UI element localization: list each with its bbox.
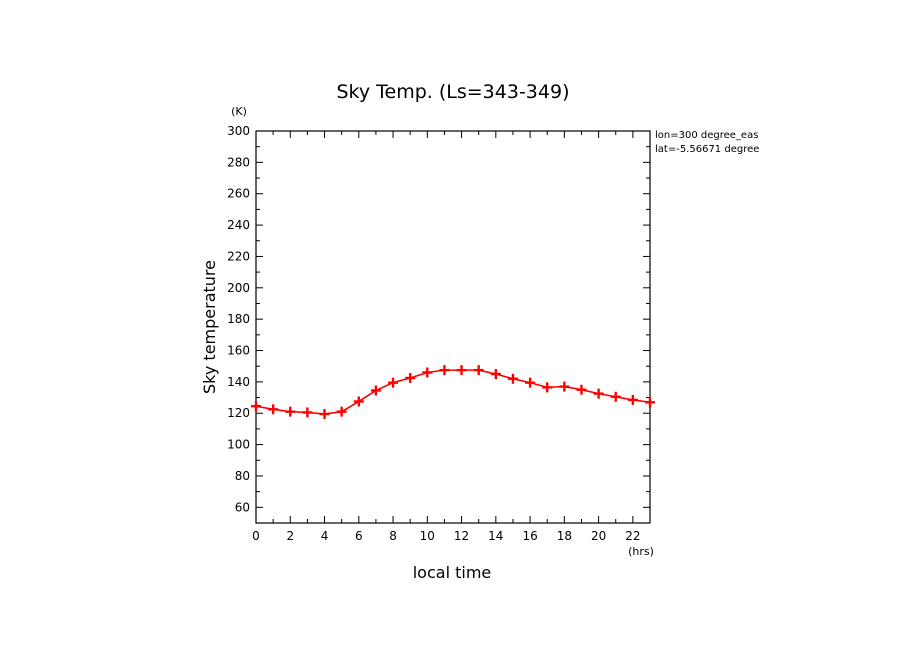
x-tick-label: 14: [488, 529, 503, 543]
data-point-marker: [353, 396, 364, 407]
y-tick-label: 100: [227, 438, 250, 452]
data-point-marker: [302, 407, 313, 418]
x-tick-label: 6: [355, 529, 363, 543]
axis-ticks: [255, 130, 651, 524]
plot-frame: [255, 130, 651, 524]
x-tick-label: 0: [252, 529, 260, 543]
data-point-marker: [627, 394, 638, 405]
data-point-marker: [388, 377, 399, 388]
y-tick-label: 160: [227, 344, 250, 358]
data-point-marker: [593, 388, 604, 399]
data-point-marker: [473, 365, 484, 376]
y-tick-label: 280: [227, 155, 250, 169]
data-point-marker: [319, 409, 330, 420]
y-tick-label: 80: [235, 469, 250, 483]
data-point-marker: [576, 384, 587, 395]
data-point-marker: [370, 385, 381, 396]
y-tick-label: 180: [227, 312, 250, 326]
y-tick-label: 240: [227, 218, 250, 232]
data-point-marker: [525, 377, 536, 388]
y-tick-label: 260: [227, 187, 250, 201]
y-tick-label: 300: [227, 124, 250, 138]
y-axis-title: Sky temperature: [200, 260, 219, 394]
y-tick-label: 120: [227, 406, 250, 420]
data-point-marker: [405, 372, 416, 383]
x-tick-label: 22: [625, 529, 640, 543]
tick-labels: 0 2 4 6 8 10 12 14 16 18 20 22 60 80 100 120 140 160 180 20…: [227, 124, 640, 543]
data-point-marker: [268, 404, 279, 415]
x-tick-label: 2: [286, 529, 294, 543]
x-tick-label: 8: [389, 529, 397, 543]
data-point-marker: [490, 369, 501, 380]
data-point-marker: [456, 365, 467, 376]
y-unit-label: (K): [231, 105, 247, 118]
y-tick-label: 60: [235, 500, 250, 514]
y-tick-label: 200: [227, 281, 250, 295]
y-tick-label: 140: [227, 375, 250, 389]
data-point-marker: [610, 391, 621, 402]
x-axis-title: local time: [413, 563, 492, 582]
data-point-marker: [439, 365, 450, 376]
data-point-marker: [542, 382, 553, 393]
x-tick-label: 4: [321, 529, 329, 543]
x-tick-label: 10: [420, 529, 435, 543]
data-point-marker: [645, 397, 655, 408]
series-layer: [251, 365, 655, 420]
chart-title: Sky Temp. (Ls=343-349): [336, 81, 569, 103]
x-tick-label: 20: [591, 529, 606, 543]
annotation-lat: lat=-5.56671 degree: [655, 144, 759, 155]
x-tick-label: 18: [557, 529, 572, 543]
x-unit-label: (hrs): [628, 545, 654, 558]
data-point-marker: [336, 406, 347, 417]
y-tick-label: 220: [227, 249, 250, 263]
data-point-marker: [251, 401, 261, 412]
data-point-marker: [559, 381, 570, 392]
data-point-marker: [422, 367, 433, 378]
data-point-marker: [507, 373, 518, 384]
data-point-marker: [285, 406, 296, 417]
x-tick-label: 16: [522, 529, 537, 543]
annotation-lon: lon=300 degree_eas: [655, 130, 758, 141]
x-tick-label: 12: [454, 529, 469, 543]
series-line: [255, 369, 651, 415]
